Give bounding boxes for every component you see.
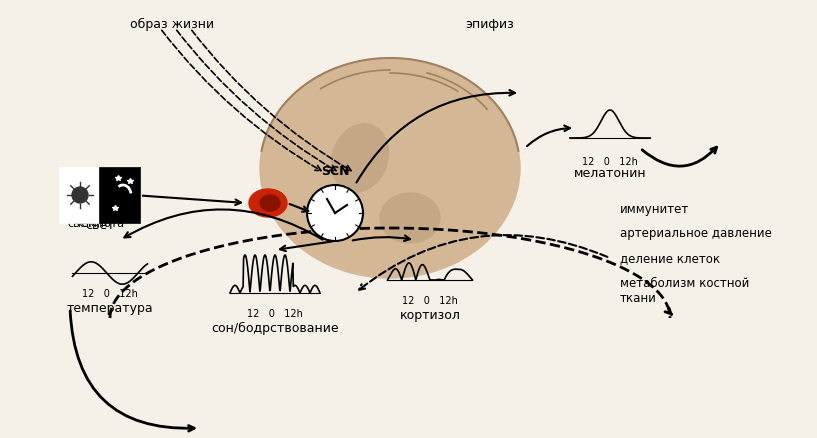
Ellipse shape xyxy=(380,194,440,244)
Text: 12   0   12h: 12 0 12h xyxy=(82,288,138,298)
Text: темнота: темнота xyxy=(76,219,125,229)
Text: температура: температура xyxy=(67,301,154,314)
Ellipse shape xyxy=(332,124,388,193)
Ellipse shape xyxy=(260,195,280,212)
Text: 12   0   12h: 12 0 12h xyxy=(582,157,638,166)
Text: свет: свет xyxy=(85,219,114,231)
Text: сон/бодрствование: сон/бодрствование xyxy=(211,321,339,334)
Text: артериальное давление: артериальное давление xyxy=(620,227,772,240)
Text: 12   0   12h: 12 0 12h xyxy=(247,308,303,318)
Text: деление клеток: деление клеток xyxy=(620,252,720,265)
Circle shape xyxy=(307,186,363,241)
Text: образ жизни: образ жизни xyxy=(130,18,214,31)
Text: метаболизм костной
ткани: метаболизм костной ткани xyxy=(620,276,749,304)
Text: мелатонин: мелатонин xyxy=(574,166,646,180)
Ellipse shape xyxy=(249,190,287,218)
Text: темнота: темнота xyxy=(72,165,127,177)
Text: кортизол: кортизол xyxy=(400,308,461,321)
Text: свет: свет xyxy=(67,219,93,229)
Text: 12   0   12h: 12 0 12h xyxy=(402,295,458,305)
Bar xyxy=(100,169,140,223)
Text: эпифиз: эпифиз xyxy=(466,18,515,30)
Text: SCN: SCN xyxy=(321,165,349,177)
Circle shape xyxy=(72,187,88,204)
Text: иммунитет: иммунитет xyxy=(620,202,690,215)
Ellipse shape xyxy=(260,59,520,279)
Bar xyxy=(60,169,100,223)
